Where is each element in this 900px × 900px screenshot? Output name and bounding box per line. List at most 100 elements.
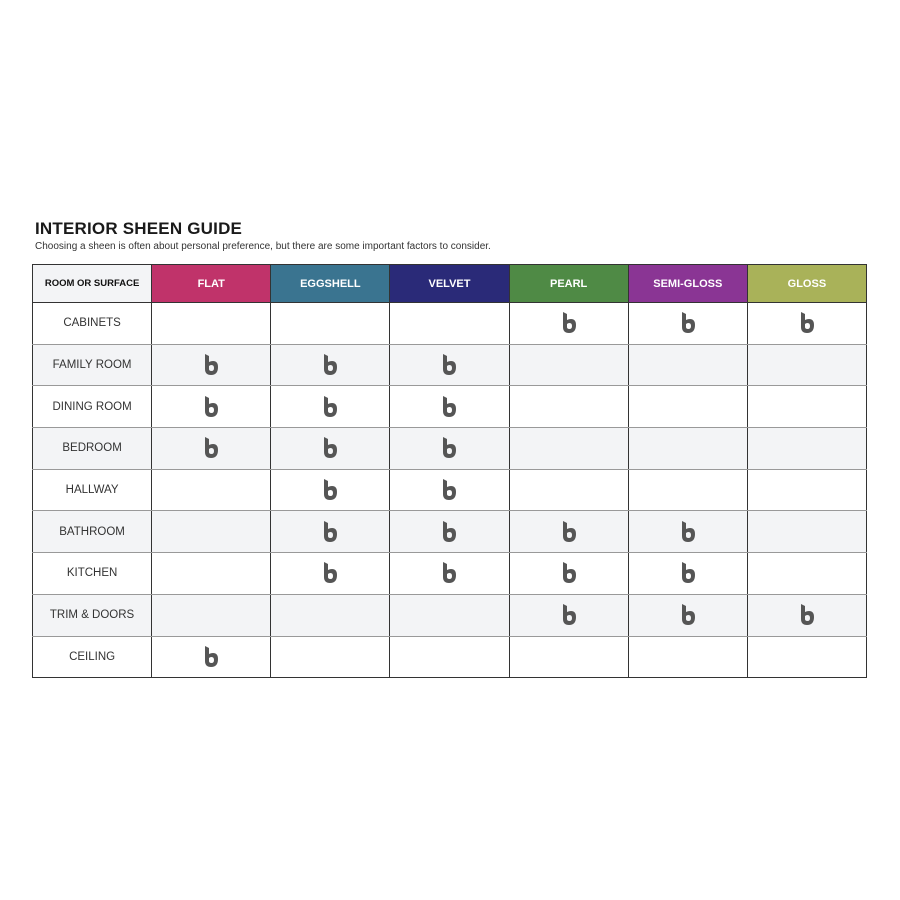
brand-b-logo-icon bbox=[680, 604, 696, 626]
table-row: TRIM & DOORS bbox=[31, 593, 868, 637]
cell-eggshell bbox=[270, 343, 391, 387]
cell-pearl bbox=[508, 343, 629, 387]
cell-gloss bbox=[746, 510, 868, 554]
page-title: INTERIOR SHEEN GUIDE bbox=[35, 219, 243, 238]
cell-flat bbox=[151, 593, 272, 637]
row-label: BATHROOM bbox=[31, 510, 153, 554]
cell-gloss bbox=[746, 552, 868, 595]
cell-gloss bbox=[746, 427, 868, 470]
header-flat: FLAT bbox=[151, 264, 272, 303]
cell-flat bbox=[151, 552, 272, 595]
cell-velvet bbox=[389, 510, 510, 554]
cell-pearl bbox=[508, 302, 629, 345]
cell-velvet bbox=[389, 385, 510, 429]
brand-b-logo-icon bbox=[441, 354, 457, 376]
cell-velvet bbox=[389, 635, 510, 679]
brand-b-logo-icon bbox=[322, 354, 338, 376]
cell-semi-gloss bbox=[627, 468, 748, 512]
cell-gloss bbox=[746, 635, 868, 679]
cell-semi-gloss bbox=[627, 343, 748, 387]
brand-b-logo-icon bbox=[561, 312, 577, 334]
table-row: CABINETS bbox=[31, 302, 868, 345]
brand-b-logo-icon bbox=[322, 479, 338, 501]
brand-b-logo-icon bbox=[799, 312, 815, 334]
cell-eggshell bbox=[270, 552, 391, 595]
table-row: CEILING bbox=[31, 635, 868, 679]
cell-gloss bbox=[746, 468, 868, 512]
brand-b-logo-icon bbox=[441, 479, 457, 501]
cell-pearl bbox=[508, 427, 629, 470]
cell-semi-gloss bbox=[627, 385, 748, 429]
header-velvet: VELVET bbox=[389, 264, 510, 303]
cell-velvet bbox=[389, 593, 510, 637]
cell-pearl bbox=[508, 510, 629, 554]
cell-gloss bbox=[746, 343, 868, 387]
brand-b-logo-icon bbox=[799, 604, 815, 626]
header-room-or-surface: ROOM OR SURFACE bbox=[31, 264, 153, 303]
cell-velvet bbox=[389, 302, 510, 345]
cell-flat bbox=[151, 427, 272, 470]
cell-velvet bbox=[389, 552, 510, 595]
cell-gloss bbox=[746, 302, 868, 345]
brand-b-logo-icon bbox=[203, 395, 219, 417]
cell-pearl bbox=[508, 385, 629, 429]
brand-b-logo-icon bbox=[680, 520, 696, 542]
brand-b-logo-icon bbox=[322, 437, 338, 459]
cell-velvet bbox=[389, 468, 510, 512]
table-row: DINING ROOM bbox=[31, 385, 868, 429]
table-header-row: ROOM OR SURFACE FLAT EGGSHELL VELVET PEARL S… bbox=[31, 264, 868, 303]
cell-semi-gloss bbox=[627, 635, 748, 679]
cell-eggshell bbox=[270, 302, 391, 345]
cell-semi-gloss bbox=[627, 302, 748, 345]
row-label: DINING ROOM bbox=[31, 385, 153, 429]
cell-pearl bbox=[508, 552, 629, 595]
cell-semi-gloss bbox=[627, 427, 748, 470]
cell-flat bbox=[151, 302, 272, 345]
cell-eggshell bbox=[270, 427, 391, 470]
header-gloss: GLOSS bbox=[746, 264, 868, 303]
header-semi-gloss: SEMI-GLOSS bbox=[627, 264, 748, 303]
cell-gloss bbox=[746, 385, 868, 429]
cell-pearl bbox=[508, 593, 629, 637]
cell-velvet bbox=[389, 427, 510, 470]
brand-b-logo-icon bbox=[680, 562, 696, 584]
row-label: FAMILY ROOM bbox=[31, 343, 153, 387]
brand-b-logo-icon bbox=[680, 312, 696, 334]
brand-b-logo-icon bbox=[561, 562, 577, 584]
brand-b-logo-icon bbox=[322, 395, 338, 417]
brand-b-logo-icon bbox=[203, 437, 219, 459]
cell-eggshell bbox=[270, 468, 391, 512]
row-label: HALLWAY bbox=[31, 468, 153, 512]
header-eggshell: EGGSHELL bbox=[270, 264, 391, 303]
cell-semi-gloss bbox=[627, 552, 748, 595]
brand-b-logo-icon bbox=[441, 562, 457, 584]
brand-b-logo-icon bbox=[441, 395, 457, 417]
brand-b-logo-icon bbox=[441, 520, 457, 542]
cell-flat bbox=[151, 635, 272, 679]
cell-flat bbox=[151, 385, 272, 429]
cell-flat bbox=[151, 510, 272, 554]
row-label: CABINETS bbox=[31, 302, 153, 345]
table-row: HALLWAY bbox=[31, 468, 868, 512]
cell-eggshell bbox=[270, 635, 391, 679]
cell-flat bbox=[151, 343, 272, 387]
cell-pearl bbox=[508, 635, 629, 679]
row-label: BEDROOM bbox=[31, 427, 153, 470]
cell-semi-gloss bbox=[627, 510, 748, 554]
cell-velvet bbox=[389, 343, 510, 387]
brand-b-logo-icon bbox=[203, 354, 219, 376]
brand-b-logo-icon bbox=[322, 520, 338, 542]
cell-semi-gloss bbox=[627, 593, 748, 637]
brand-b-logo-icon bbox=[322, 562, 338, 584]
table-row: BATHROOM bbox=[31, 510, 868, 554]
row-label: KITCHEN bbox=[31, 552, 153, 595]
cell-eggshell bbox=[270, 593, 391, 637]
brand-b-logo-icon bbox=[561, 520, 577, 542]
cell-eggshell bbox=[270, 385, 391, 429]
page-subtitle: Choosing a sheen is often about personal… bbox=[35, 241, 491, 252]
table-row: FAMILY ROOM bbox=[31, 343, 868, 387]
cell-pearl bbox=[508, 468, 629, 512]
row-label: TRIM & DOORS bbox=[31, 593, 153, 637]
header-pearl: PEARL bbox=[508, 264, 629, 303]
cell-flat bbox=[151, 468, 272, 512]
